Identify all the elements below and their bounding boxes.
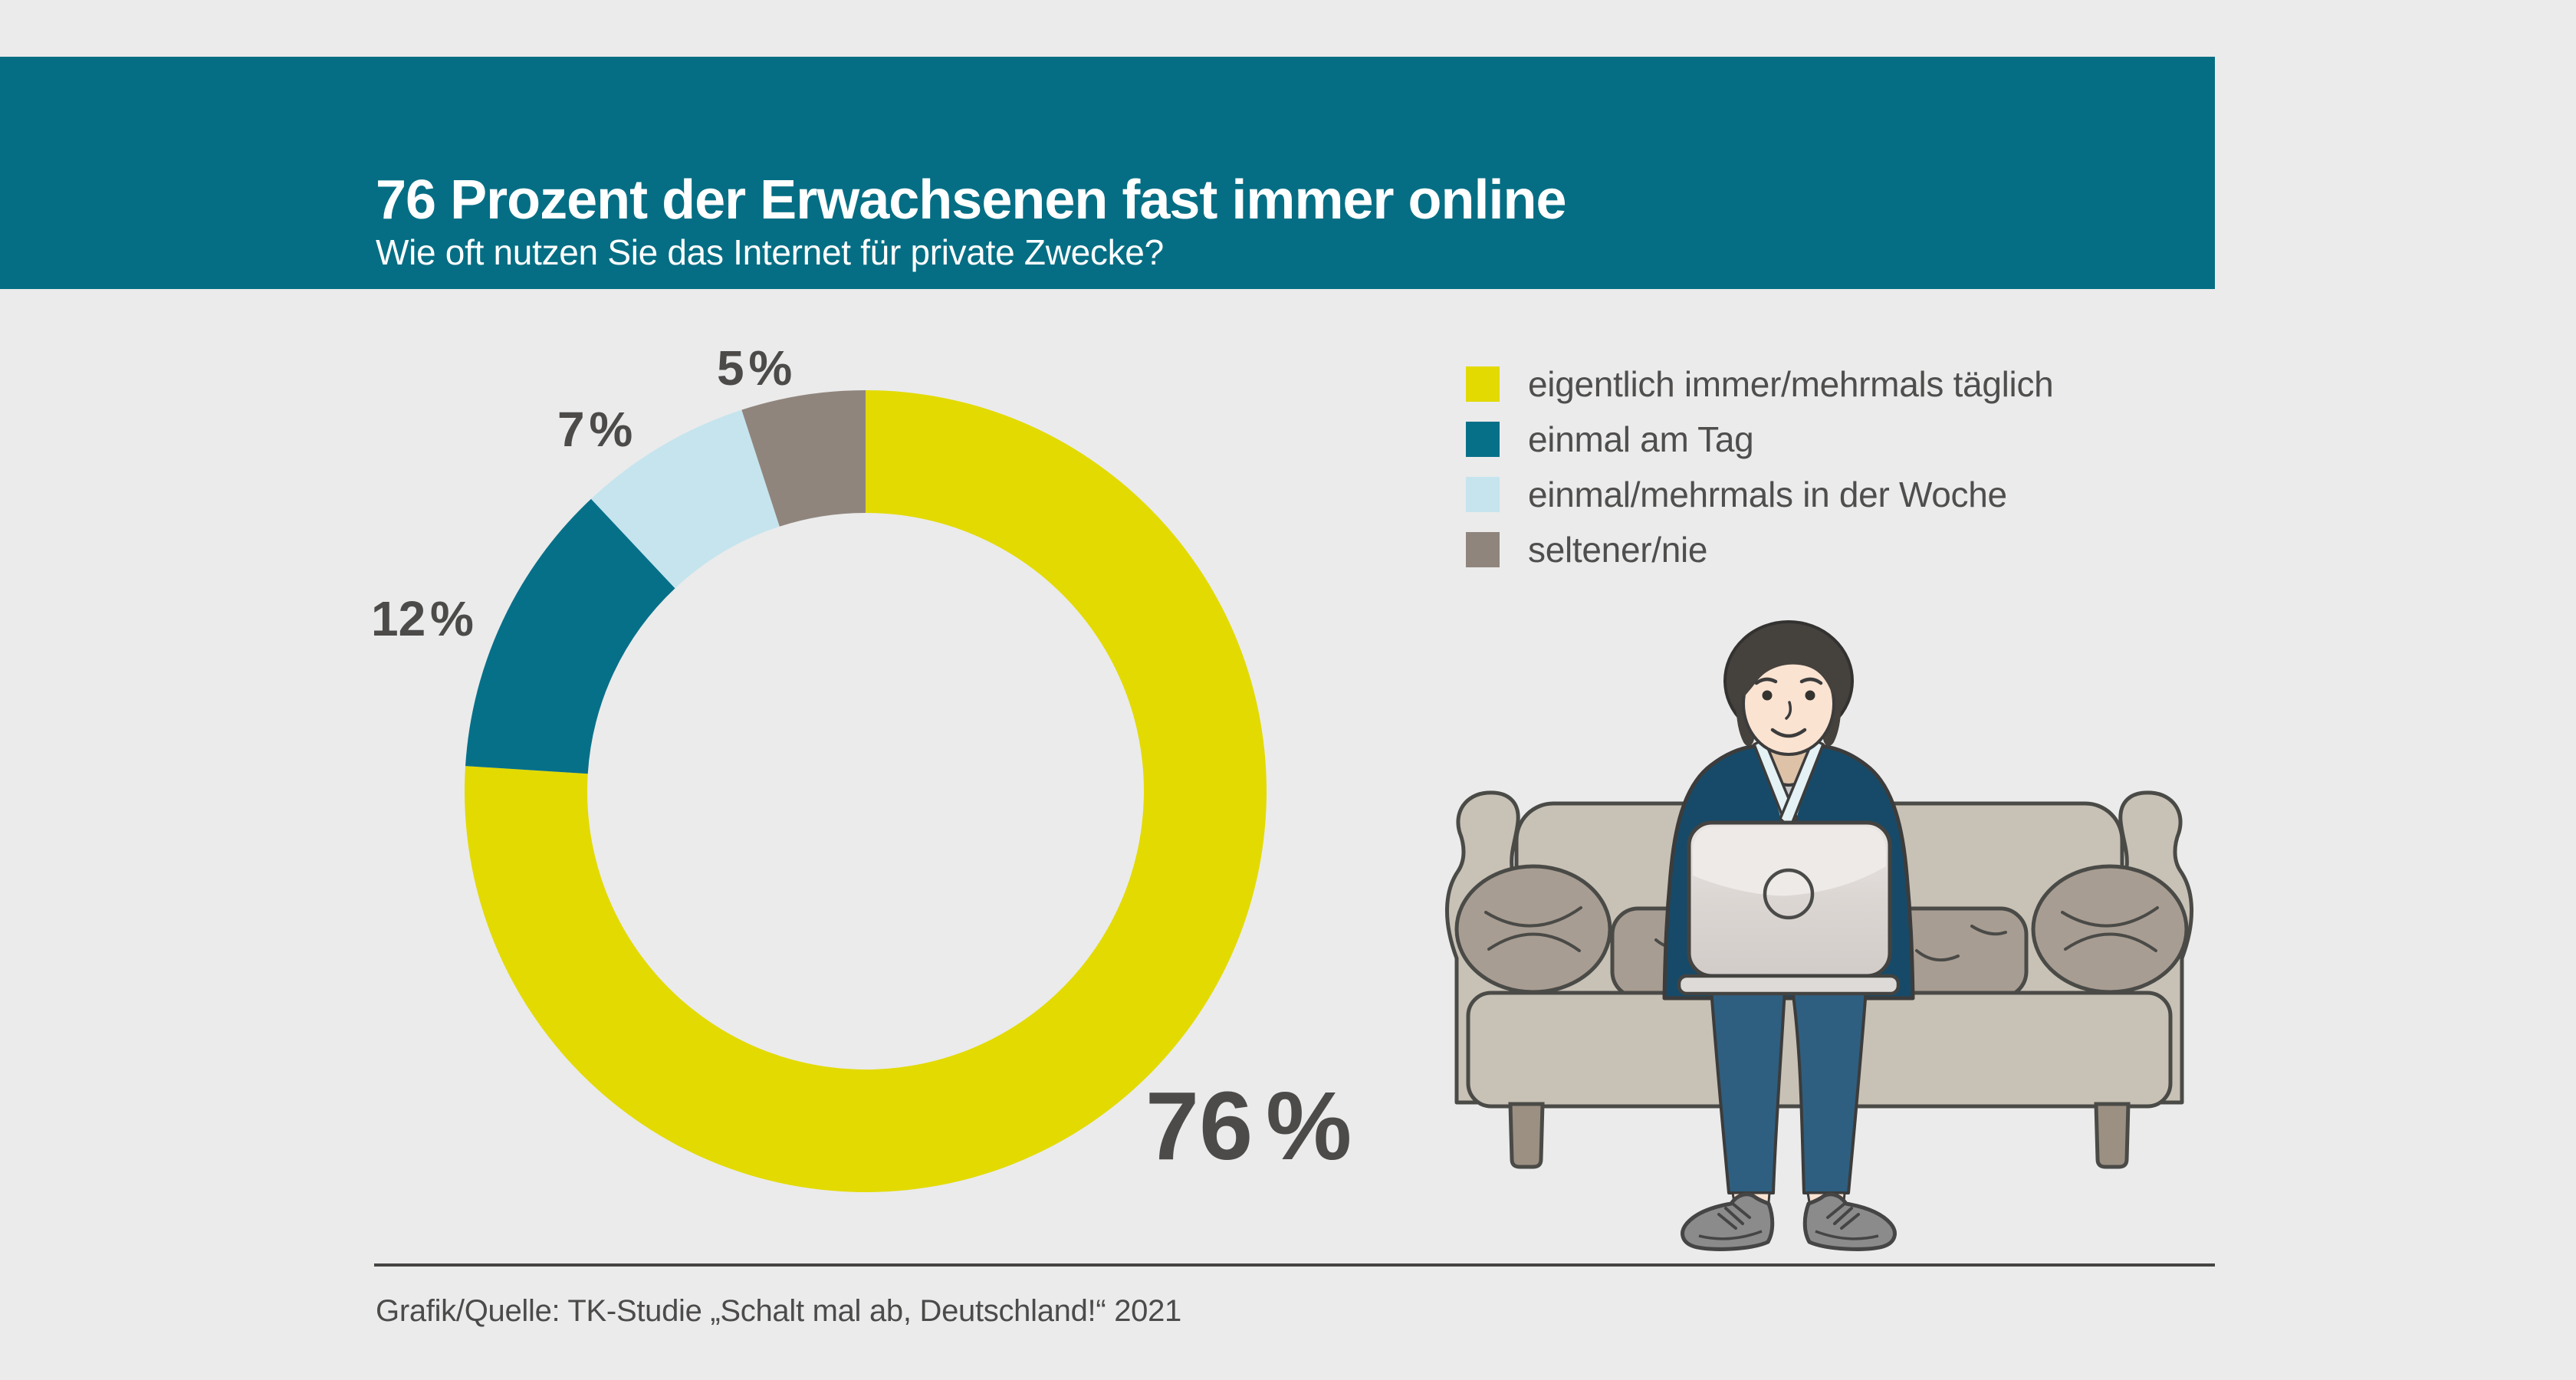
- person-eye-right: [1805, 690, 1815, 701]
- legend-item-immer: eigentlich immer/mehrmals täglich: [1466, 364, 2054, 404]
- laptop-lid-highlight: [1693, 826, 1886, 896]
- legend-swatch-immer: [1466, 366, 1500, 402]
- legend-swatch-einmal-tag: [1466, 422, 1500, 457]
- page-title: 76 Prozent der Erwachsenen fast immer on…: [376, 169, 1567, 231]
- couch-pillow-right: [2031, 864, 2189, 994]
- legend-label: seltener/nie: [1528, 530, 1708, 570]
- footer-divider: [374, 1263, 2215, 1267]
- segment-label-immer: 76 %: [1145, 1072, 1352, 1180]
- person-jeans-left: [1710, 987, 1786, 1194]
- legend-item-woche: einmal/mehrmals in der Woche: [1466, 477, 2053, 512]
- segment-label-einmal-tag: 12 %: [371, 591, 474, 646]
- couch-person-illustration: [1445, 620, 2193, 1280]
- person-mouth: [1770, 728, 1807, 738]
- person: [1662, 620, 1915, 1251]
- person-eye-left: [1762, 690, 1773, 701]
- source-credit: Grafik/Quelle: TK-Studie „Schalt mal ab,…: [376, 1294, 1181, 1328]
- donut-segment-2: [590, 409, 780, 589]
- laptop-logo: [1763, 868, 1815, 920]
- person-bangs: [1743, 636, 1835, 699]
- legend-item-seltener: seltener/nie: [1466, 532, 2053, 567]
- legend-item-einmal-tag: einmal am Tag: [1466, 422, 2053, 457]
- legend-label: einmal/mehrmals in der Woche: [1528, 475, 2007, 514]
- laptop-base: [1677, 974, 1901, 996]
- header-band: 76 Prozent der Erwachsenen fast immer on…: [0, 57, 2215, 289]
- couch-pillow-left: [1454, 864, 1612, 994]
- legend-swatch-woche: [1466, 477, 1500, 512]
- legend: eigentlich immer/mehrmals täglich einmal…: [1466, 364, 2054, 567]
- person-shoe-right: [1805, 1194, 1894, 1250]
- donut-chart: [465, 390, 1267, 1192]
- donut-segment-0: [465, 390, 1267, 1192]
- donut-segment-3: [741, 390, 866, 527]
- laptop: [1677, 820, 1901, 996]
- legend-label: eigentlich immer/mehrmals täglich: [1528, 364, 2054, 404]
- donut-segment-1: [465, 498, 675, 774]
- segment-label-seltener: 5 %: [717, 340, 793, 396]
- segment-label-woche: 7 %: [557, 402, 633, 457]
- page-subtitle: Wie oft nutzen Sie das Internet für priv…: [376, 232, 1164, 272]
- legend-swatch-seltener: [1466, 532, 1500, 567]
- couch-leg-right: [2094, 1102, 2131, 1169]
- couch-leg-left: [1508, 1102, 1545, 1169]
- person-jeans-right: [1791, 987, 1868, 1194]
- person-shoe-left: [1681, 1192, 1775, 1251]
- person-nose: [1785, 701, 1792, 720]
- person-eyebrows: [1754, 677, 1823, 685]
- legend-label: einmal am Tag: [1528, 419, 1754, 459]
- couch-legs: [1508, 1102, 2131, 1169]
